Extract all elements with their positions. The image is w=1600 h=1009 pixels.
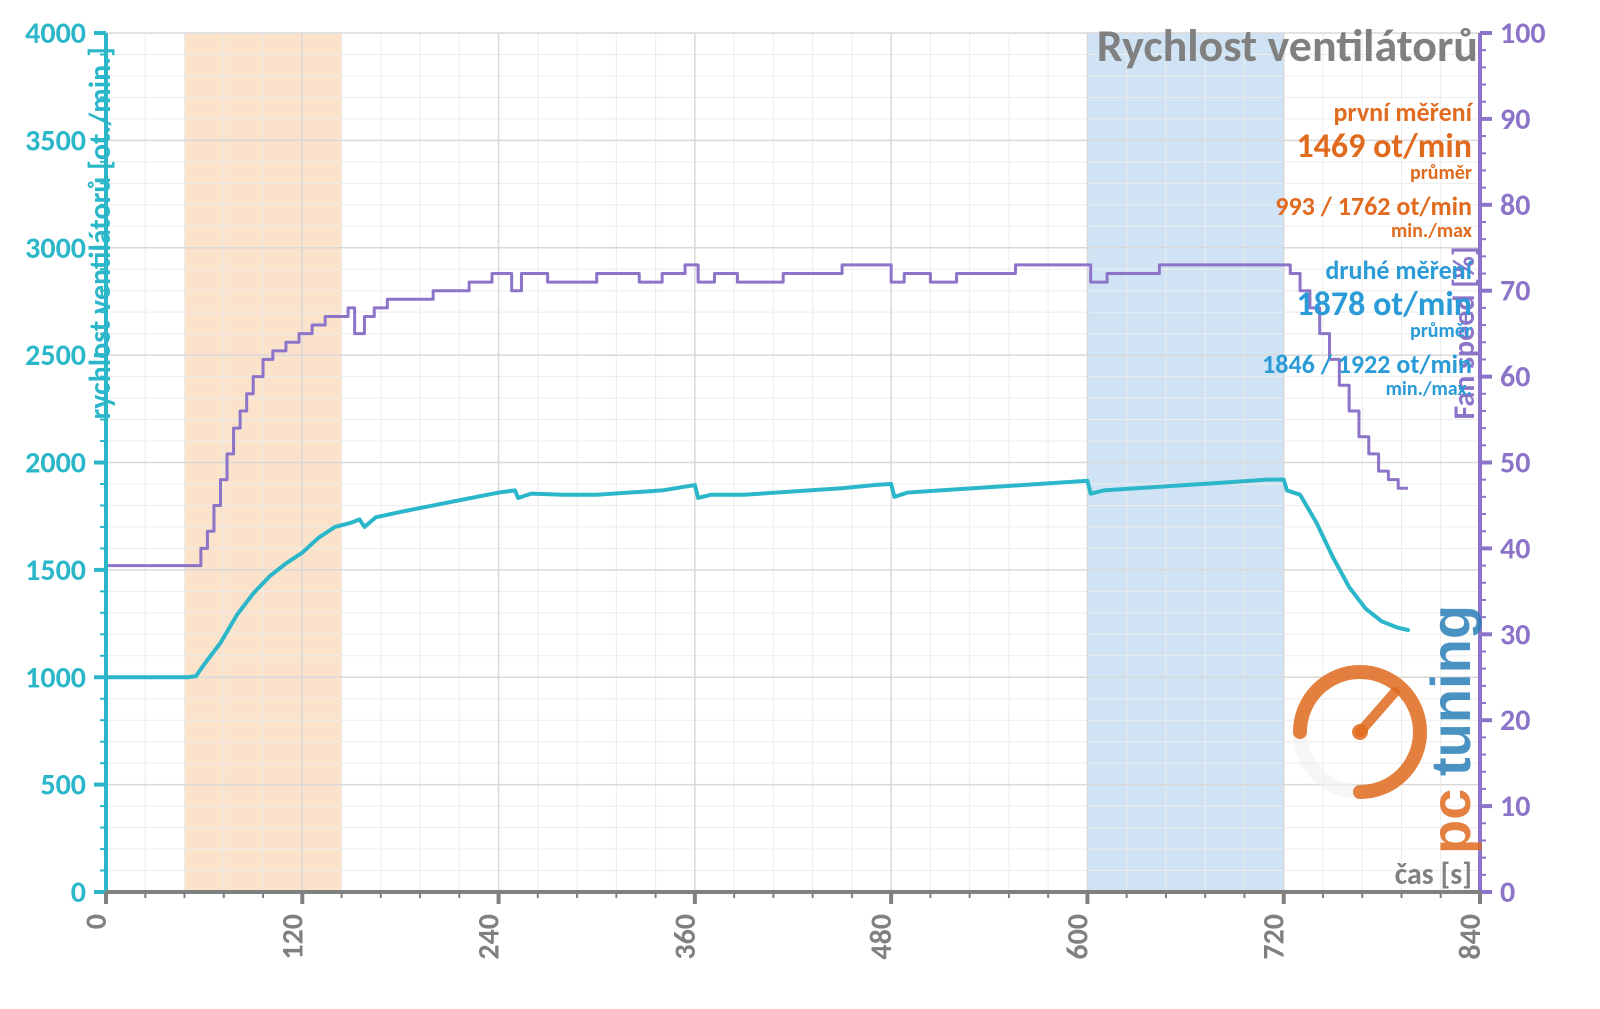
y-left-tick-label: 1500: [25, 552, 86, 589]
y-left-tick-label: 2000: [25, 445, 86, 482]
x-tick-label: 0: [78, 914, 115, 929]
svg-text:993 / 1762 ot/min: 993 / 1762 ot/min: [1275, 190, 1472, 222]
x-axis-label: čas [s]: [1395, 856, 1472, 893]
svg-text:průměr: průměr: [1410, 319, 1472, 343]
x-tick-label: 360: [667, 914, 704, 960]
y-left-tick-label: 2500: [25, 337, 86, 374]
y-left-tick-label: 500: [40, 767, 86, 804]
x-tick-label: 600: [1059, 914, 1096, 960]
x-tick-label: 480: [863, 914, 900, 960]
svg-text:druhé měření: druhé měření: [1325, 254, 1473, 286]
y-right-tick-label: 30: [1500, 616, 1530, 653]
chart-title: Rychlost ventilátorů: [1097, 18, 1478, 74]
y-right-tick-label: 40: [1500, 530, 1530, 567]
y-left-tick-label: 3000: [25, 230, 86, 267]
svg-text:min./max.: min./max.: [1386, 377, 1472, 401]
y-right-tick-label: 10: [1500, 788, 1530, 825]
y-left-tick-label: 3500: [25, 122, 86, 159]
x-tick-label: 720: [1256, 914, 1293, 960]
y-left-tick-label: 1000: [25, 659, 86, 696]
svg-text:tuning: tuning: [1419, 605, 1482, 776]
fan-speed-chart: 0500100015002000250030003500400001020304…: [0, 0, 1600, 1009]
y-left-tick-label: 0: [71, 874, 86, 911]
x-tick-label: 240: [471, 914, 508, 960]
svg-text:průměr: průměr: [1410, 161, 1472, 185]
svg-text:první měření: první měření: [1333, 96, 1473, 128]
y-right-tick-label: 20: [1500, 702, 1530, 739]
y-left-axis-label: rychlost ventilátorů [ot./min.]: [82, 47, 119, 419]
y-left-tick-label: 4000: [25, 15, 86, 52]
y-right-tick-label: 80: [1500, 187, 1530, 224]
y-right-tick-label: 0: [1500, 874, 1515, 911]
y-right-tick-label: 60: [1500, 359, 1530, 396]
x-tick-label: 120: [274, 914, 311, 960]
y-right-tick-label: 90: [1500, 101, 1530, 138]
svg-text:pc: pc: [1419, 789, 1482, 854]
svg-text:min./max: min./max: [1391, 219, 1473, 243]
svg-text:1846 / 1922 ot/min: 1846 / 1922 ot/min: [1262, 348, 1472, 380]
y-right-tick-label: 50: [1500, 445, 1530, 482]
y-right-tick-label: 100: [1500, 15, 1546, 52]
chart-svg: 0500100015002000250030003500400001020304…: [0, 0, 1600, 1009]
y-right-tick-label: 70: [1500, 273, 1530, 310]
x-tick-label: 840: [1452, 914, 1489, 960]
